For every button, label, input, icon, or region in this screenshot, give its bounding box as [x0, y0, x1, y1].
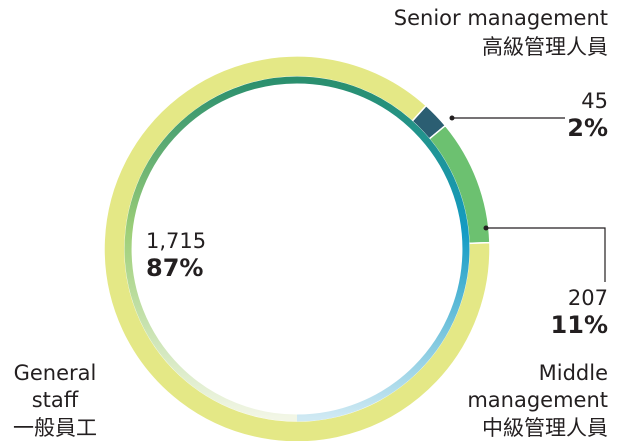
percentage-label: 2% — [567, 114, 608, 142]
category-label: Senior management — [393, 6, 608, 30]
donut-segment — [428, 124, 491, 245]
inner-ring — [296, 76, 470, 422]
leader-dot — [449, 115, 455, 121]
category-label-zh: 高級管理人員 — [482, 35, 608, 59]
category-label: General staff — [13, 361, 97, 412]
value-label: 1,715 — [146, 229, 207, 253]
leader-line — [486, 227, 606, 282]
leader-dot — [483, 225, 489, 231]
category-label-zh: 中級管理人員 — [482, 416, 608, 440]
value-label: 45 — [581, 89, 608, 113]
category-label-zh: 一般員工 — [13, 416, 97, 440]
inner-ring — [124, 76, 298, 422]
category-label: Middle management — [467, 361, 608, 412]
percentage-label: 87% — [146, 254, 204, 282]
percentage-label: 11% — [550, 311, 608, 339]
value-label: 207 — [567, 286, 608, 310]
